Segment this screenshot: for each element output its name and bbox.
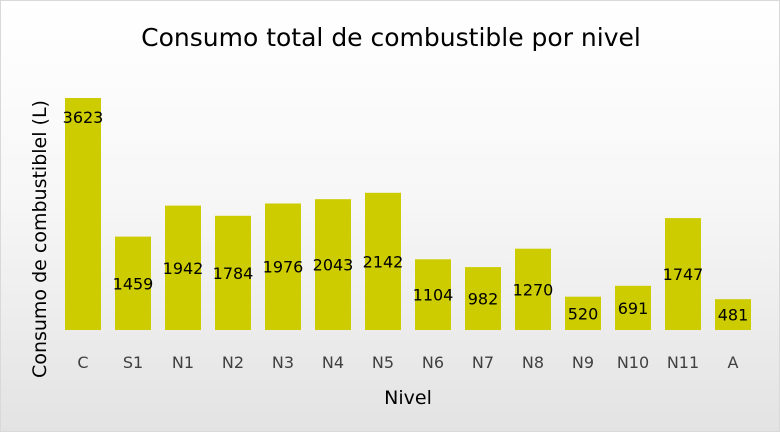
chart-title: Consumo total de combustible por nivel	[141, 23, 641, 52]
bar-s1	[115, 236, 151, 330]
x-tick-label-n2: N2	[222, 353, 244, 372]
x-tick-label-n9: N9	[572, 353, 594, 372]
data-label-c: 3623	[63, 108, 104, 127]
x-tick-label-n3: N3	[272, 353, 294, 372]
data-label-n5: 2142	[363, 252, 404, 271]
data-label-n3: 1976	[263, 258, 304, 277]
bar-n4	[315, 199, 351, 330]
data-label-n1: 1942	[163, 259, 204, 278]
data-label-n11: 1747	[663, 265, 704, 284]
bar-n7	[465, 267, 501, 330]
x-axis-title: Nivel	[384, 387, 432, 409]
bar-n11	[665, 218, 701, 330]
x-tick-label-n10: N10	[617, 353, 649, 372]
data-label-n6: 1104	[413, 286, 454, 305]
x-tick-label-n1: N1	[172, 353, 194, 372]
bar-n3	[265, 203, 301, 330]
y-axis-title: Consumo de combustiblel (L)	[29, 100, 51, 378]
bars-group	[65, 98, 751, 330]
x-tick-label-s1: S1	[123, 353, 143, 372]
bar-n5	[365, 192, 401, 330]
data-label-n10: 691	[618, 299, 649, 318]
bar-n1	[165, 205, 201, 330]
bar-n10	[615, 285, 651, 330]
x-tick-labels-group: C S1 N1 N2 N3 N4 N5 N6 N7 N8 N9 N10 N11 A	[77, 353, 738, 372]
bar-n2	[215, 215, 251, 330]
data-labels-group: 3623 1459 1942 1784 1976 2043 2142 1104 982 1270 5…	[63, 108, 749, 325]
bar-n6	[415, 259, 451, 330]
data-label-n2: 1784	[213, 264, 254, 283]
data-label-a: 481	[718, 306, 749, 325]
x-tick-label-c: C	[77, 353, 88, 372]
data-label-n4: 2043	[313, 256, 354, 275]
x-tick-label-n4: N4	[322, 353, 344, 372]
x-tick-label-a: A	[728, 353, 739, 372]
x-tick-label-n7: N7	[472, 353, 494, 372]
x-tick-label-n11: N11	[667, 353, 699, 372]
x-tick-label-n8: N8	[522, 353, 544, 372]
data-label-n9: 520	[568, 304, 599, 323]
bar-n8	[515, 248, 551, 330]
data-label-n8: 1270	[513, 280, 554, 299]
bar-n9	[565, 296, 601, 330]
data-label-n7: 982	[468, 290, 499, 309]
bar-a	[715, 299, 751, 330]
x-tick-label-n5: N5	[372, 353, 394, 372]
data-label-s1: 1459	[113, 274, 154, 293]
bar-c	[65, 98, 101, 330]
x-tick-label-n6: N6	[422, 353, 444, 372]
